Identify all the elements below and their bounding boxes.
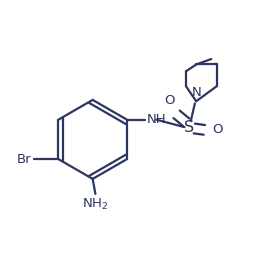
Text: Br: Br [17, 153, 31, 166]
Text: O: O [164, 94, 175, 107]
Text: N: N [191, 86, 201, 98]
Text: NH: NH [147, 113, 166, 126]
Text: S: S [184, 120, 195, 135]
Text: O: O [212, 123, 222, 136]
Text: NH$_2$: NH$_2$ [82, 197, 109, 212]
